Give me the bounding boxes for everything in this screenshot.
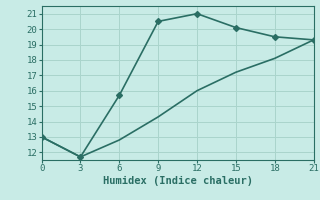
X-axis label: Humidex (Indice chaleur): Humidex (Indice chaleur) xyxy=(103,176,252,186)
